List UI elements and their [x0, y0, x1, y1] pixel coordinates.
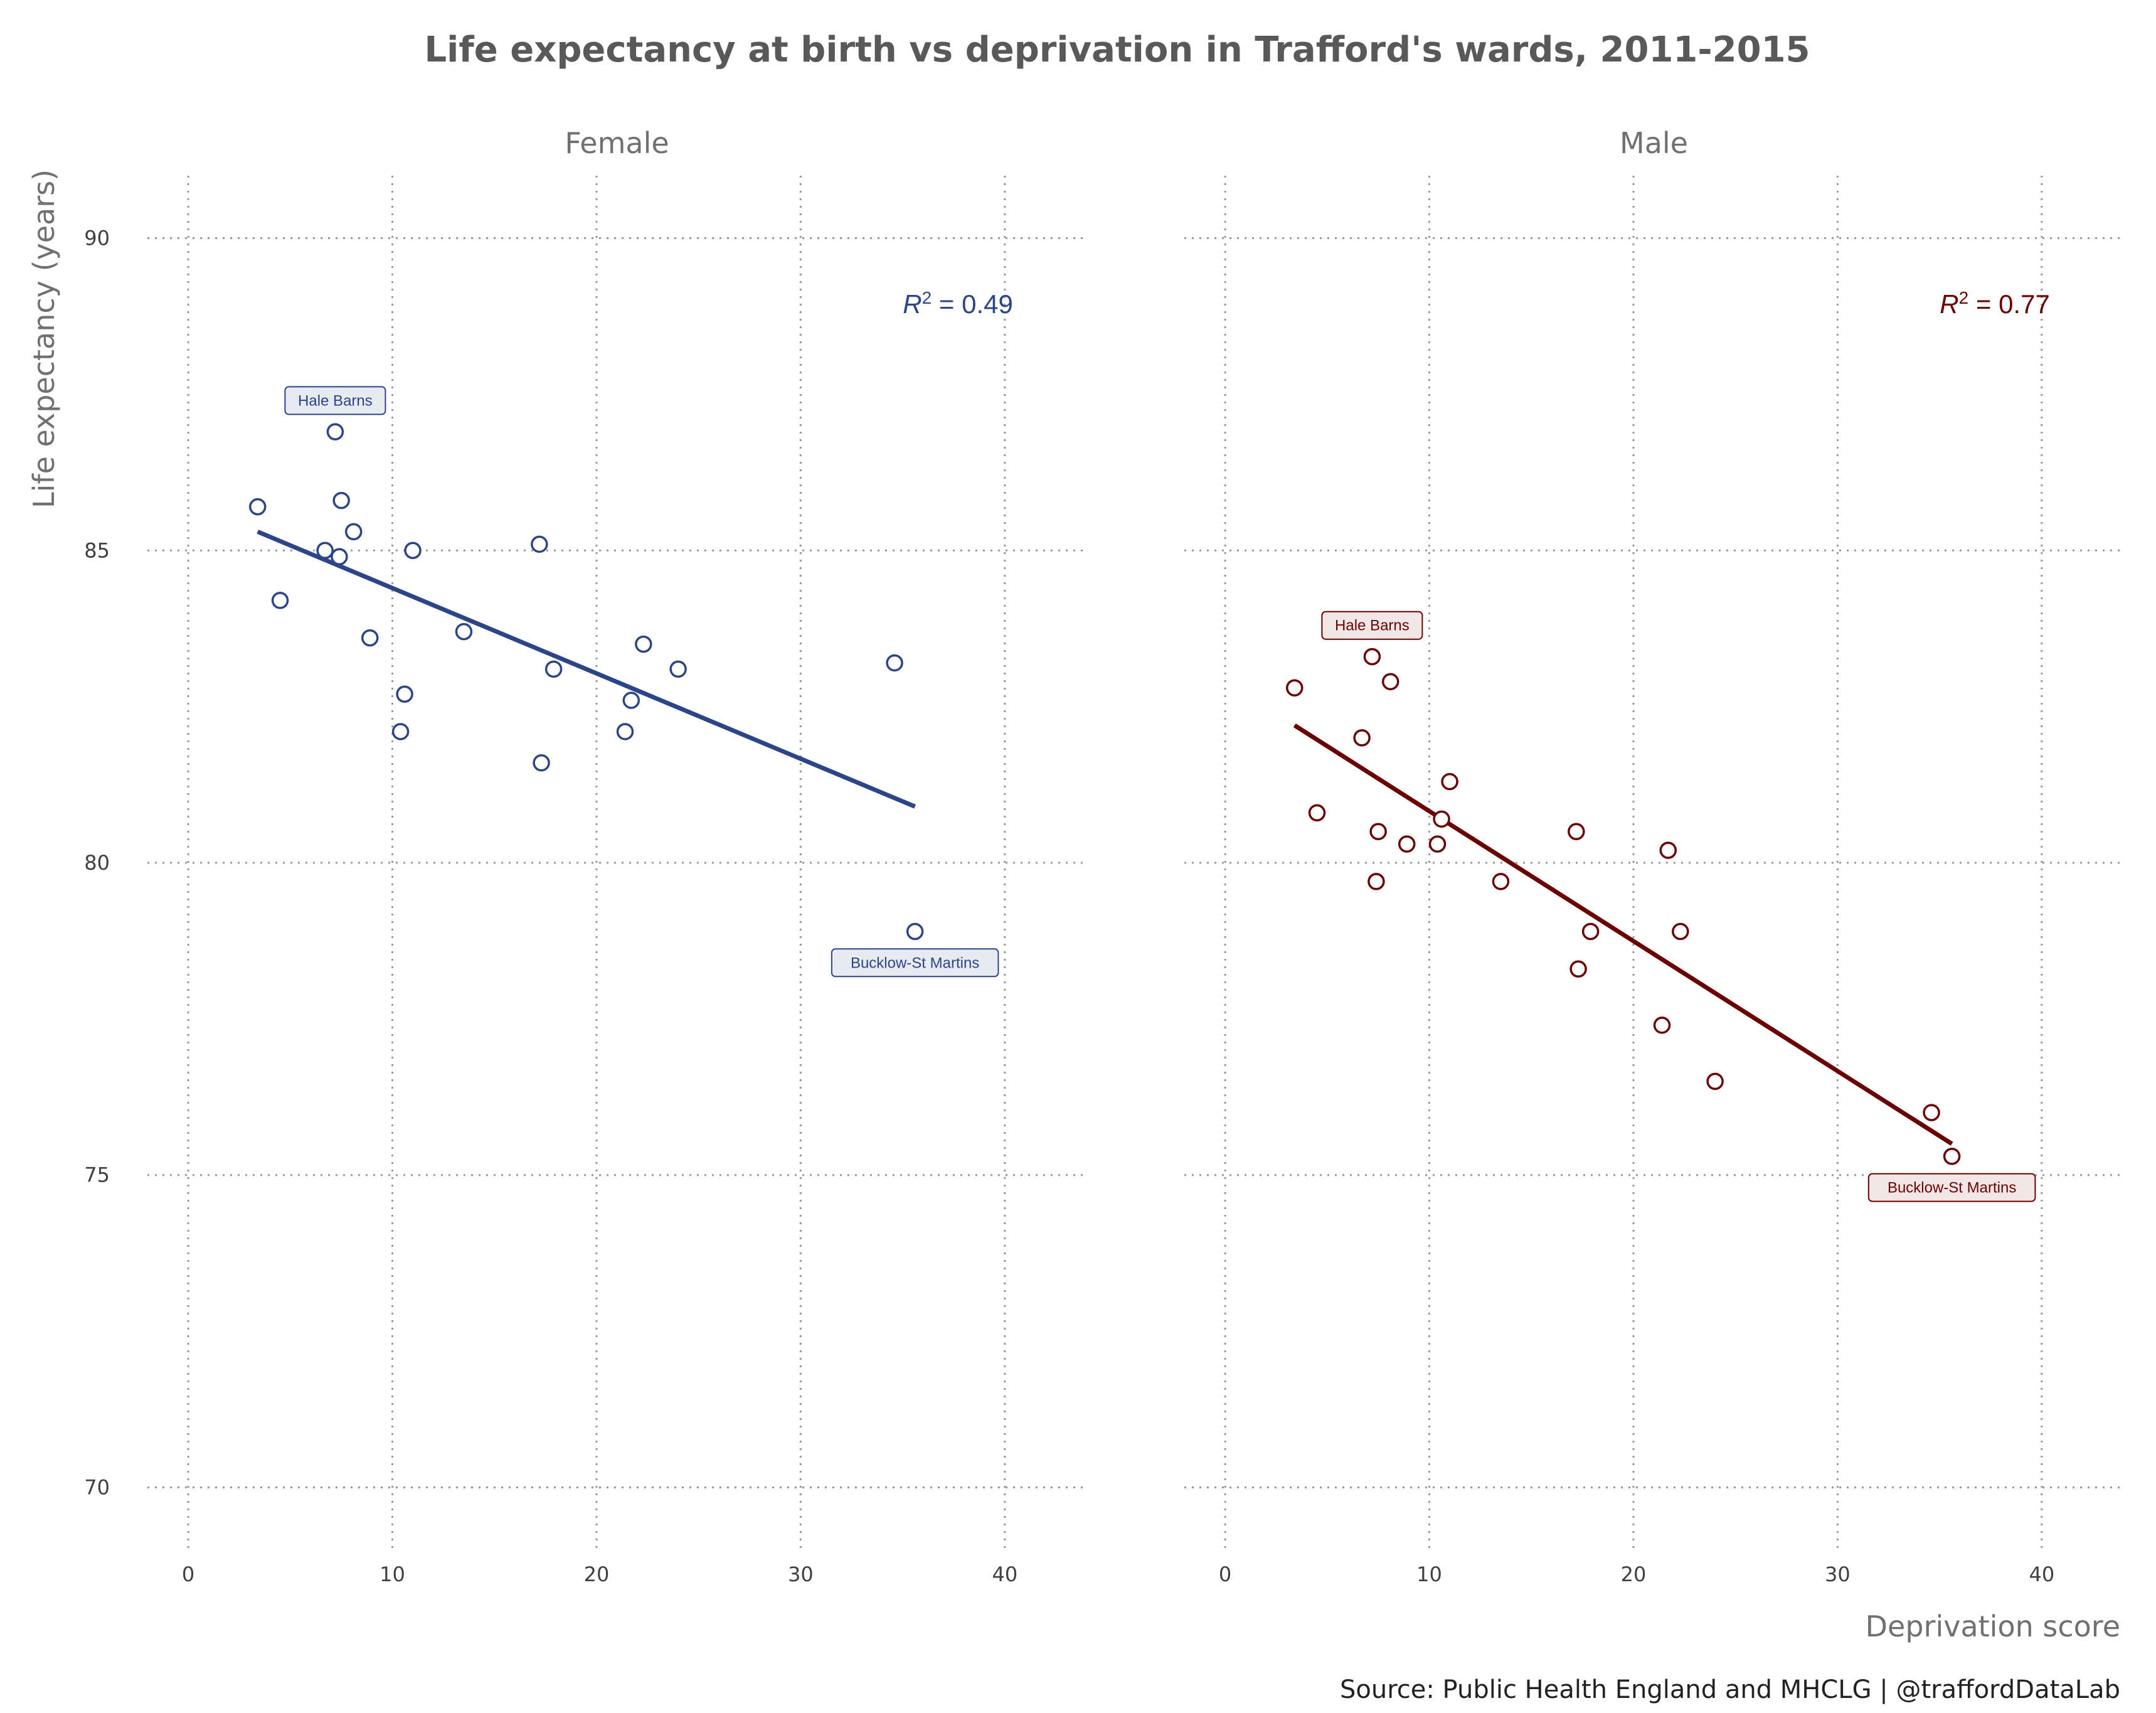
- data-point: [1353, 729, 1371, 747]
- data-point: [1581, 922, 1600, 941]
- data-point: [1428, 835, 1447, 853]
- ward-label-text: Hale Barns: [1335, 617, 1410, 634]
- data-point: [1923, 1104, 1940, 1121]
- data-point: [332, 491, 350, 510]
- data-point: [669, 660, 687, 678]
- data-point: [1381, 673, 1399, 691]
- data-point: [391, 723, 410, 740]
- data-point: [1706, 1072, 1724, 1091]
- x-tick-label: 0: [182, 1562, 194, 1586]
- x-tick-label: 30: [788, 1562, 814, 1586]
- ward-label: Bucklow-St Martins: [1867, 1173, 2036, 1202]
- data-point: [1441, 772, 1458, 791]
- ward-label-box: [284, 386, 386, 415]
- y-tick-label: 80: [84, 851, 110, 875]
- panel-title: Male: [1620, 126, 1688, 160]
- data-point: [404, 542, 422, 560]
- fit-line: [1293, 723, 1953, 1146]
- data-point: [248, 498, 267, 516]
- ward-label-text: Bucklow-St Martins: [851, 954, 979, 971]
- x-tick-label: 40: [2029, 1562, 2054, 1586]
- data-point: [1943, 1148, 1961, 1165]
- data-point: [331, 548, 348, 565]
- y-tick-label: 70: [84, 1475, 110, 1499]
- y-tick-label: 90: [84, 227, 110, 250]
- ward-label: Hale Barns: [284, 386, 386, 415]
- data-point: [616, 723, 634, 740]
- data-point: [635, 635, 652, 653]
- ward-label-text: Hale Barns: [298, 392, 373, 409]
- panels-layer: Female 0 10 20 30 40 70 75 80 85 90 R2 = 0.49 Hale B…: [84, 126, 2123, 1586]
- data-point: [1367, 873, 1385, 890]
- ward-label: Bucklow-St Martins: [831, 948, 999, 978]
- ward-label-text: Bucklow-St Martins: [1888, 1180, 2016, 1197]
- data-point: [1433, 810, 1450, 828]
- data-point: [1285, 679, 1304, 697]
- y-tick-label: 75: [84, 1163, 110, 1187]
- x-axis-title: Deprivation score: [1866, 1609, 2120, 1643]
- y-axis-title: Life expectancy (years): [27, 169, 61, 508]
- ward-label-box: [1867, 1173, 2036, 1202]
- data-point: [1672, 922, 1689, 941]
- y-tick-label: 85: [84, 538, 110, 562]
- ward-label-box: [1321, 611, 1423, 640]
- x-tick-label: 0: [1219, 1562, 1231, 1586]
- data-point: [1369, 823, 1387, 840]
- x-tick-label: 40: [992, 1562, 1017, 1586]
- r-squared-label: R2 = 0.77: [1940, 288, 2050, 319]
- x-tick-label: 30: [1825, 1562, 1851, 1586]
- data-point: [455, 622, 473, 641]
- data-point: [1653, 1017, 1671, 1034]
- ward-label: Hale Barns: [1321, 611, 1423, 640]
- x-tick-label: 10: [380, 1562, 405, 1586]
- x-tick-label: 20: [584, 1562, 610, 1586]
- chart-title: Life expectancy at birth vs deprivation …: [425, 29, 1810, 70]
- data-point: [1308, 804, 1326, 822]
- panel-female: Female 0 10 20 30 40 70 75 80 85 90 R2 = 0.49 Hale B…: [84, 126, 1086, 1586]
- ward-label-box: [831, 948, 999, 978]
- data-point: [1492, 873, 1510, 890]
- data-point: [344, 523, 363, 541]
- chart-caption: Source: Public Health England and MHCLG …: [1340, 1675, 2120, 1704]
- data-point: [326, 423, 344, 440]
- data-point: [1659, 841, 1677, 859]
- x-tick-label: 10: [1416, 1562, 1442, 1586]
- panel-title: Female: [565, 126, 669, 160]
- data-point: [316, 542, 334, 560]
- data-point: [906, 922, 924, 941]
- data-point: [1569, 960, 1587, 978]
- data-point: [533, 754, 550, 772]
- data-point: [271, 592, 289, 609]
- panel-male: Male 0 10 20 30 40 R2 = 0.77 Hale Barns Bucklow-…: [1184, 126, 2123, 1586]
- data-point: [544, 660, 563, 678]
- data-point: [361, 629, 379, 647]
- data-point: [622, 691, 640, 709]
- x-tick-label: 20: [1621, 1562, 1647, 1586]
- data-point: [1398, 835, 1416, 853]
- data-point: [396, 685, 413, 703]
- data-point: [886, 654, 903, 672]
- fit-line: [257, 530, 916, 809]
- data-point: [1568, 823, 1585, 840]
- data-point: [1363, 648, 1381, 666]
- r-squared-label: R2 = 0.49: [903, 288, 1013, 319]
- data-point: [531, 535, 548, 553]
